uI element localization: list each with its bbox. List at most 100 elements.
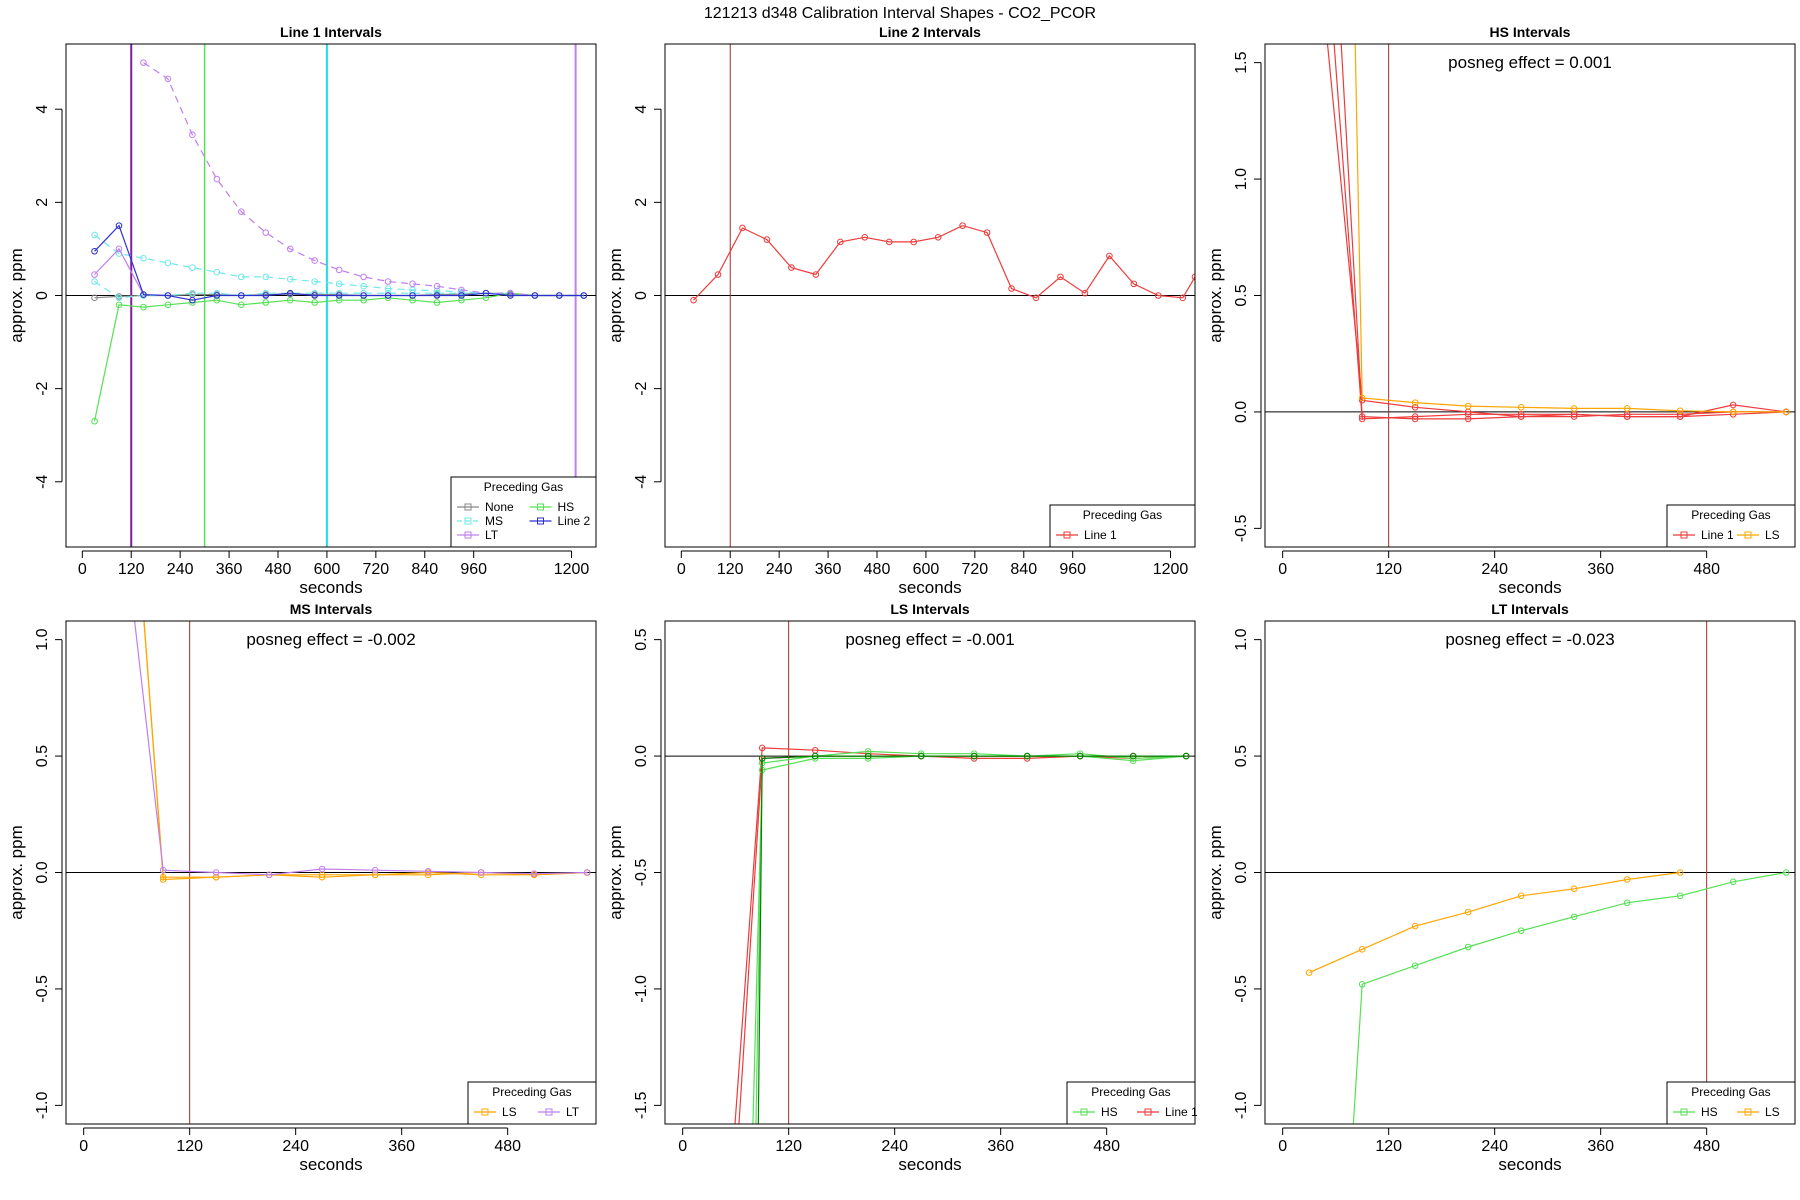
data-point: [1076, 752, 1084, 760]
data-point: [238, 301, 245, 309]
series-line-hs: [757, 755, 1187, 1124]
y-tick-label: 0.5: [34, 745, 51, 767]
data-point: [384, 292, 392, 299]
data-point: [1676, 869, 1684, 876]
y-tick-label: 1.0: [34, 628, 51, 650]
data-point: [1349, 1149, 1355, 1155]
x-tick-label: 360: [388, 1138, 415, 1155]
y-tick-label: -4: [34, 475, 51, 489]
data-point: [212, 873, 220, 881]
legend-box: [467, 1081, 597, 1125]
data-point: [1729, 401, 1737, 409]
data-point: [159, 876, 167, 883]
data-point: [1358, 946, 1366, 953]
legend-swatch-marker: [1744, 531, 1752, 539]
x-tick-label: 480: [265, 561, 292, 578]
data-point: [580, 292, 588, 299]
data-point: [91, 231, 98, 239]
data-point: [433, 282, 441, 290]
x-tick-label: 480: [1693, 1138, 1720, 1155]
data-point: [1182, 752, 1190, 760]
data-point: [531, 292, 539, 299]
data-point: [213, 268, 221, 276]
series-line-ms: [94, 234, 584, 297]
x-tick-label: 240: [167, 561, 194, 578]
series-line-line-2: [94, 224, 584, 301]
data-point: [164, 75, 172, 83]
data-point: [482, 289, 490, 297]
x-axis-label: seconds: [299, 1155, 362, 1174]
data-point: [1623, 405, 1631, 412]
data-point: [837, 238, 844, 246]
panel-title: Line 2 Intervals: [879, 24, 981, 40]
x-tick-label: 120: [118, 561, 145, 578]
data-point: [360, 273, 367, 281]
data-point: [409, 296, 416, 304]
y-tick-label: 0.0: [34, 861, 51, 883]
plot-frame: [664, 43, 1196, 548]
series-line-line-1: [1340, 44, 1787, 420]
legend-title: Preceding Gas: [1691, 1085, 1770, 1099]
y-tick-label: -1.0: [1233, 1091, 1250, 1119]
y-axis-label: approx. ppm: [7, 248, 26, 343]
data-point: [91, 247, 98, 255]
data-point: [311, 257, 318, 264]
x-tick-label: 480: [864, 561, 891, 578]
x-tick-label: 120: [775, 1138, 802, 1155]
data-point: [1729, 878, 1737, 886]
data-point: [1517, 892, 1525, 900]
data-point: [384, 278, 392, 285]
data-point: [507, 292, 514, 299]
x-axis-label: seconds: [898, 578, 961, 597]
legend: Preceding Gas None HS MS Line 2 LT: [450, 476, 597, 548]
data-point: [384, 285, 392, 292]
series-group: [134, 621, 591, 883]
legend-swatch-marker: [464, 531, 472, 539]
y-axis-label: approx. ppm: [606, 825, 625, 920]
data-point: [335, 266, 343, 274]
data-point: [752, 1172, 758, 1178]
legend-label: MS: [485, 514, 503, 528]
data-point: [262, 273, 270, 281]
legend: Preceding Gas LS LT: [467, 1081, 597, 1125]
data-point: [811, 752, 819, 760]
plot-frame: [65, 620, 597, 1125]
y-tick-label: 0.0: [1233, 401, 1250, 423]
x-tick-label: 360: [1587, 561, 1614, 578]
data-point: [311, 299, 318, 306]
data-point: [433, 299, 441, 306]
legend-swatch-marker: [1080, 1108, 1088, 1116]
posneg-annotation: posneg effect = -0.002: [246, 630, 415, 649]
data-point: [262, 292, 270, 299]
data-point: [409, 292, 416, 299]
data-point: [1676, 407, 1684, 415]
series-line-ls: [143, 621, 588, 881]
y-tick-label: 0.0: [633, 745, 650, 767]
data-point: [1106, 252, 1113, 260]
panel-title: Line 1 Intervals: [280, 24, 382, 40]
data-point: [91, 278, 98, 285]
legend-label: LS: [502, 1105, 517, 1119]
y-axis-label: approx. ppm: [1206, 825, 1225, 920]
data-point: [265, 871, 273, 879]
data-point: [409, 280, 416, 288]
data-point: [371, 871, 379, 879]
y-tick-label: 1.5: [1233, 51, 1250, 73]
data-point: [1729, 408, 1737, 416]
series-line-lt: [143, 62, 584, 297]
y-tick-label: -1.5: [633, 1091, 650, 1119]
series-group: [91, 59, 588, 425]
data-point: [910, 238, 917, 246]
x-tick-label: 240: [881, 1138, 908, 1155]
data-point: [1008, 285, 1015, 292]
data-point: [714, 271, 722, 278]
legend-swatch-marker: [537, 517, 544, 525]
data-point: [1130, 280, 1138, 288]
legend-label: LT: [566, 1105, 580, 1119]
data-point: [360, 296, 367, 304]
data-point: [1411, 922, 1419, 930]
series-group: [734, 744, 1190, 1178]
x-tick-label: 240: [766, 561, 793, 578]
